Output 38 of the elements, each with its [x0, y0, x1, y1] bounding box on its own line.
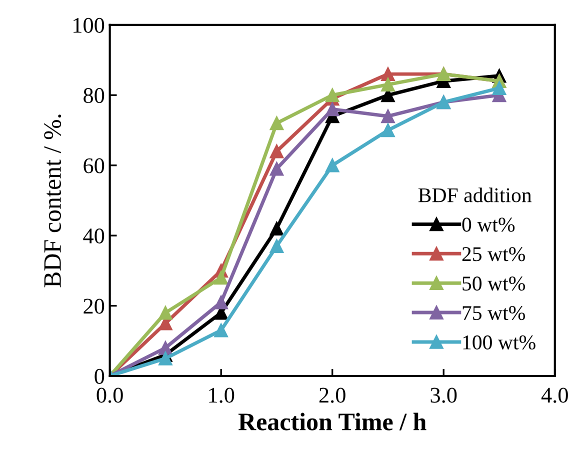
y-tick-label: 40 [83, 228, 104, 244]
x-tick-label: 3.0 [430, 388, 457, 403]
point [325, 158, 340, 172]
point [270, 162, 284, 176]
x-tick-label: 4.0 [541, 388, 568, 403]
legend-label: 100 wt% [463, 335, 536, 350]
point [214, 270, 228, 285]
y-tick-label: 80 [84, 88, 104, 104]
legend-label: 25 wt% [462, 247, 526, 262]
point [270, 144, 284, 158]
point [158, 340, 172, 355]
y-axis-title: BDF content / %. [44, 114, 62, 288]
x-axis-title: Reaction Time / h [238, 412, 426, 430]
legend-label: 50 wt% [462, 276, 526, 291]
point [214, 323, 228, 338]
point [492, 81, 506, 96]
point [270, 239, 284, 254]
point [214, 295, 228, 310]
point [158, 351, 172, 366]
x-tick-label: 1.0 [209, 388, 234, 403]
x-tick-label: 2.0 [319, 388, 346, 403]
point [325, 88, 340, 102]
point [381, 67, 395, 82]
legend-label: 75 wt% [462, 306, 526, 320]
y-tick-label: 0 [94, 368, 104, 384]
y-tick-label: 60 [84, 158, 104, 174]
x-tick-label: 0.0 [96, 388, 123, 403]
point [381, 109, 395, 124]
point [158, 306, 172, 320]
y-tick-label: 20 [84, 298, 104, 314]
legend-title: BDF addition [418, 188, 532, 202]
point [270, 116, 284, 130]
point [381, 123, 395, 138]
y-tick-label: 100 [74, 18, 104, 33]
point [325, 102, 340, 116]
legend-label: 0 wt% [462, 218, 515, 232]
point [381, 78, 395, 92]
point [270, 222, 284, 236]
